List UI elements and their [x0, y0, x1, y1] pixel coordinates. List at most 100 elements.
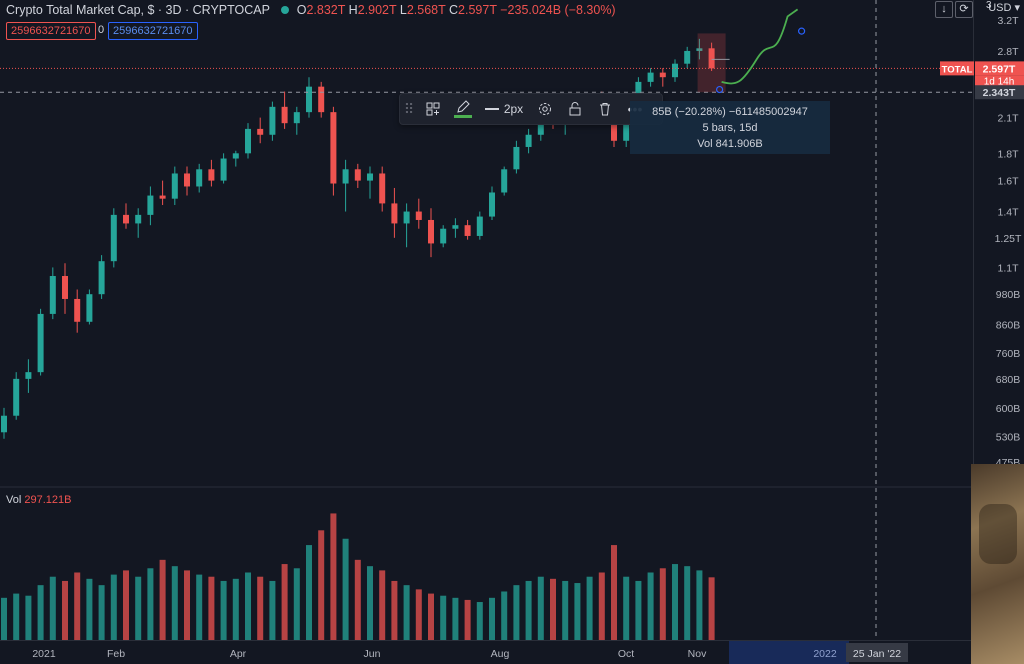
candle-body	[489, 192, 495, 217]
candle-body	[403, 211, 410, 224]
volume-bar	[550, 578, 556, 640]
time-tick-label: 2022	[813, 648, 837, 660]
candle-body	[257, 128, 264, 135]
volume-bar	[86, 578, 93, 640]
ohlc-change: −235.024B (−8.30%)	[500, 3, 616, 17]
countdown-value: 1d 14h	[984, 76, 1015, 87]
volume-bar	[403, 585, 410, 640]
scroll-down-icon[interactable]: ↓	[935, 1, 953, 18]
trash-icon[interactable]	[590, 94, 620, 124]
candle-body	[147, 195, 154, 215]
line-width-button[interactable]: 2px	[478, 94, 530, 124]
volume-legend: Vol 297.121B	[6, 494, 72, 506]
refresh-icon[interactable]: ⟳	[955, 1, 973, 18]
candle-body	[525, 134, 532, 147]
volume-bar	[647, 572, 654, 640]
volume-bar	[684, 566, 691, 640]
volume-bar	[135, 576, 142, 640]
volume-bar	[452, 597, 459, 640]
candle-body	[232, 153, 239, 159]
volume-bar	[196, 574, 203, 640]
volume-bar	[574, 583, 581, 640]
volume-bar	[184, 570, 190, 640]
candle-body	[220, 158, 227, 181]
volume-bar	[281, 564, 288, 640]
candle-body	[696, 48, 703, 51]
price-tick-label: 3.2T	[997, 15, 1019, 27]
candle-body	[293, 112, 300, 124]
price-tick-label: 600B	[996, 403, 1021, 415]
currency-dropdown[interactable]: USD ▾	[988, 2, 1020, 14]
volume-bar	[708, 577, 715, 640]
red-value-box[interactable]: 2596632721670	[6, 22, 96, 40]
unlock-icon[interactable]	[560, 94, 590, 124]
volume-bar	[257, 576, 264, 640]
volume-bar	[537, 576, 544, 640]
countdown-tag	[975, 75, 1024, 88]
chart-legend: Crypto Total Market Cap, $ · 3D · CRYPTO…	[6, 3, 616, 17]
line-color-pencil-icon[interactable]	[448, 94, 478, 124]
volume-bar	[562, 580, 569, 640]
price-tick-label: 680B	[996, 374, 1021, 386]
candle-body	[184, 173, 190, 187]
candle-body	[367, 173, 373, 181]
candle-body	[123, 214, 129, 224]
price-tick-label: 1.4T	[997, 207, 1019, 219]
volume-bar	[318, 530, 325, 640]
drag-handle-icon[interactable]: ⠿	[403, 100, 415, 117]
market-status-icon	[281, 6, 290, 14]
volume-bar	[415, 589, 422, 640]
ohlc-close: 2.597T	[458, 3, 497, 17]
volume-bar	[391, 580, 398, 640]
webcam-overlay	[971, 464, 1024, 664]
candle-body	[98, 261, 105, 295]
candle-body	[208, 169, 215, 181]
price-tick-label: 1.25T	[995, 233, 1022, 245]
price-tick-label: 2.1T	[997, 113, 1019, 125]
candle-body	[269, 106, 276, 135]
volume-bar	[74, 572, 81, 640]
candle-body	[379, 173, 386, 204]
candle-body	[513, 146, 520, 170]
volume-bar	[49, 576, 56, 640]
measure-volume: Vol 841.906B	[697, 138, 763, 150]
volume-bar	[123, 570, 129, 640]
symbol-title[interactable]: Crypto Total Market Cap, $ · 3D · CRYPTO…	[6, 3, 270, 17]
price-tick-label: 760B	[996, 348, 1021, 360]
templates-icon[interactable]	[418, 94, 448, 124]
projection-anchor-start	[715, 85, 724, 94]
crosshair-date-label: 25 Jan '22	[853, 648, 901, 660]
time-tick-label: Nov	[688, 648, 707, 660]
crosshair-date-bg	[846, 643, 908, 662]
candle-body	[49, 276, 56, 314]
ohlc-open: 2.832T	[306, 3, 346, 17]
candle-body	[1, 415, 7, 433]
time-range-highlight	[729, 641, 849, 664]
candle-body	[330, 112, 337, 184]
ohlc-low: 2.568T	[406, 3, 446, 17]
settings-gear-icon[interactable]	[530, 94, 560, 124]
candle-body	[415, 211, 422, 220]
volume-bar	[428, 593, 434, 640]
volume-bar	[342, 538, 349, 640]
volume-bar	[37, 585, 44, 640]
candle-body	[74, 298, 81, 322]
time-tick-label: Feb	[107, 648, 125, 660]
volume-bar	[659, 568, 666, 640]
candle-body	[13, 378, 20, 416]
crosshair-price-value: 2.343T	[983, 87, 1016, 99]
volume-bar	[13, 593, 20, 640]
scale-count: 3	[986, 0, 992, 11]
volume-bar	[25, 595, 32, 640]
volume-bar	[98, 585, 105, 640]
price-tick-label: 1.8T	[997, 148, 1019, 160]
volume-bar	[379, 570, 386, 640]
candle-body	[476, 216, 483, 236]
volume-bar	[501, 591, 508, 640]
measure-change: 85B (−20.28%) −611485002947	[652, 106, 808, 118]
time-tick-label: Jun	[364, 648, 381, 660]
blue-value-box[interactable]: 2596632721670	[108, 22, 198, 40]
candle-body	[86, 294, 93, 322]
volume-bar	[171, 566, 178, 640]
